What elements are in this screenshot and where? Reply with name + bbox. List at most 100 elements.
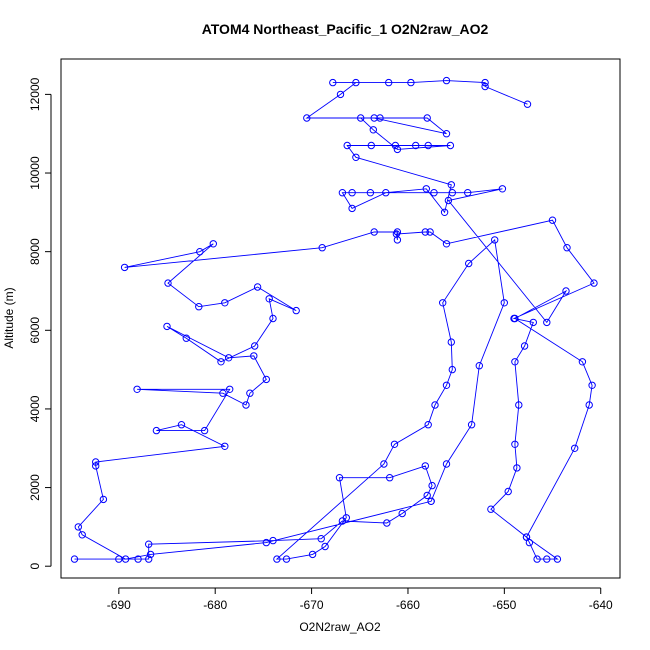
data-point (475, 362, 483, 370)
data-point (431, 401, 439, 409)
data-point (522, 533, 531, 541)
data-point (446, 141, 455, 150)
y-axis-label: Altitude (m) (2, 287, 16, 348)
data-point (146, 550, 155, 559)
data-point (523, 100, 532, 108)
data-point (242, 401, 250, 409)
data-point (562, 287, 570, 295)
y-tick-label: 6000 (28, 317, 42, 344)
data-point (262, 538, 270, 547)
data-point (273, 555, 281, 563)
x-tick-label: -690 (107, 598, 131, 612)
x-axis-label: O2N2raw_AO2 (299, 620, 381, 634)
data-point (376, 114, 384, 122)
data-point (428, 481, 436, 490)
x-tick-label: -660 (396, 598, 420, 612)
data-point (448, 189, 456, 197)
data-point (321, 542, 329, 551)
data-point (253, 283, 262, 291)
data-point (367, 141, 375, 150)
y-tick-label: 12000 (28, 77, 42, 111)
data-point (487, 505, 495, 513)
data-point (335, 474, 344, 482)
data-point (177, 421, 186, 429)
data-point (145, 540, 153, 548)
y-tick-label: 8000 (28, 238, 42, 265)
data-point (382, 189, 390, 197)
data-point (92, 462, 100, 470)
data-point (133, 385, 141, 393)
data-point (442, 76, 451, 85)
data-point (585, 401, 593, 409)
data-point (338, 189, 347, 197)
data-point (481, 78, 489, 87)
data-point (269, 536, 277, 545)
data-point (282, 555, 291, 563)
data-point (386, 474, 394, 482)
data-point (588, 381, 596, 389)
data-point (553, 555, 562, 563)
data-point (352, 78, 360, 87)
data-point (221, 299, 229, 307)
data-point (578, 358, 587, 366)
data-point (398, 509, 406, 518)
data-point (442, 460, 451, 468)
data-point (329, 78, 337, 87)
series-line (74, 80, 595, 560)
data-point (465, 259, 473, 268)
data-point (391, 141, 400, 150)
data-point (196, 248, 204, 256)
data-point (219, 389, 227, 397)
y-tick-label: 4000 (28, 395, 42, 422)
data-point (121, 555, 130, 563)
data-point (392, 230, 401, 238)
data-point (533, 555, 541, 563)
data-point (380, 460, 388, 468)
data-point (423, 114, 431, 122)
data-point (440, 208, 449, 217)
data-point (369, 126, 377, 134)
data-point (430, 189, 438, 197)
data-point (422, 185, 430, 193)
series-layer (70, 76, 598, 563)
data-point (308, 550, 317, 559)
data-point (424, 141, 432, 150)
data-point (163, 322, 171, 331)
data-point (481, 82, 489, 91)
data-point (357, 114, 365, 122)
data-point (152, 426, 161, 435)
data-point (120, 263, 129, 272)
y-tick-label: 0 (28, 563, 42, 570)
data-point (442, 240, 451, 248)
data-point (182, 334, 191, 342)
data-point (303, 114, 311, 122)
data-point (134, 555, 142, 563)
data-point (423, 491, 431, 500)
data-point (529, 318, 537, 327)
data-point (366, 189, 375, 197)
data-point (385, 78, 393, 87)
data-point (448, 365, 456, 374)
data-point (195, 303, 203, 311)
data-point (200, 426, 209, 435)
data-point (500, 299, 508, 307)
data-point (265, 295, 273, 303)
data-point (548, 216, 557, 224)
data-point (412, 141, 420, 150)
data-point (226, 385, 234, 393)
data-point (467, 421, 476, 429)
data-point (343, 141, 351, 150)
data-point (317, 535, 325, 543)
x-tick-label: -640 (589, 598, 613, 612)
data-point (447, 338, 455, 346)
data-point (444, 196, 453, 205)
data-point (511, 440, 519, 448)
y-axis: 0 2000 4000 6000 8000 10000 12000 (28, 77, 52, 570)
data-point (390, 440, 399, 448)
data-point (370, 114, 378, 122)
data-point (563, 244, 571, 252)
data-point (426, 228, 434, 236)
data-point (407, 78, 415, 87)
data-point (590, 279, 598, 287)
data-point (424, 421, 432, 429)
